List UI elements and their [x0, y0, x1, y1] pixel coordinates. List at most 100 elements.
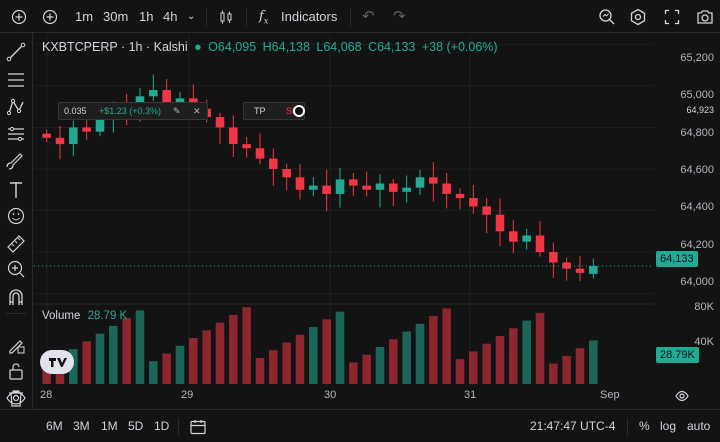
time-tick: Sep — [600, 389, 620, 401]
volume-bar — [149, 361, 158, 384]
percent-toggle[interactable]: % — [639, 419, 650, 433]
divider — [246, 8, 247, 26]
volume-bar — [109, 325, 118, 384]
horizontal-lines-icon[interactable] — [4, 69, 28, 91]
volume-bar — [229, 314, 238, 384]
top-search-icon[interactable] — [42, 0, 58, 33]
price-tick: 65,000 — [680, 89, 714, 101]
price-tick: 64,400 — [680, 201, 714, 213]
settings-gear-icon[interactable] — [629, 0, 647, 33]
range-1m[interactable]: 1M — [101, 419, 118, 433]
candle-body — [162, 90, 171, 103]
indicators-icon[interactable]: fx — [259, 9, 269, 26]
indicators-button[interactable]: Indicators — [281, 9, 338, 24]
top-toolbar: 1m 30m 1h 4h ⌄ fx Indicators ↶ ↷ — [0, 0, 720, 33]
add-symbol-icon[interactable] — [11, 0, 27, 33]
volume-bar — [509, 328, 518, 384]
quick-search-icon[interactable] — [598, 0, 616, 33]
candle-body — [375, 183, 385, 190]
price-axis[interactable]: 65,200 65,000 64,800 64,600 64,400 64,20… — [654, 34, 720, 384]
price-chart[interactable] — [34, 34, 654, 384]
clock[interactable]: 21:47:47 UTC-4 — [530, 419, 616, 433]
drag-handle[interactable] — [293, 105, 305, 117]
volume-bar — [589, 340, 598, 384]
edit-icon[interactable]: ✎ — [173, 106, 181, 116]
price-tick: 65,200 — [680, 52, 714, 64]
symbol-name[interactable]: KXBTCPERP · 1h · Kalshi — [42, 40, 188, 54]
interval-1m[interactable]: 1m — [75, 9, 94, 24]
high-value: 64,138 — [271, 40, 310, 54]
interval-4h[interactable]: 4h — [163, 9, 178, 24]
volume-label: Volume — [42, 310, 81, 322]
symbol-legend: KXBTCPERP · 1h · Kalshi ● O64,095 H64,13… — [42, 40, 504, 54]
candle-body — [495, 214, 505, 232]
volume-bar — [429, 316, 438, 384]
volume-bar — [295, 334, 305, 384]
volume-tick: 40K — [694, 336, 714, 348]
auto-toggle[interactable]: auto — [687, 419, 711, 433]
divider — [206, 8, 207, 26]
candle-body — [69, 127, 78, 145]
trash-icon[interactable] — [4, 388, 28, 408]
undo-icon[interactable]: ↶ — [362, 8, 375, 25]
trend-line-icon[interactable] — [4, 41, 28, 63]
tp-sl-box[interactable]: TP SL — [243, 102, 305, 120]
ruler-icon[interactable] — [4, 232, 28, 254]
interval-1h[interactable]: 1h — [139, 9, 154, 24]
time-axis[interactable]: 28 29 30 31 Sep — [34, 384, 720, 408]
candle-body — [95, 117, 105, 132]
candle-body — [282, 169, 291, 178]
position-qty: 0.035 — [64, 106, 87, 116]
position-pnl: +$1.23 (+0.3%) — [99, 106, 162, 116]
lock-icon[interactable] — [4, 360, 28, 382]
time-tick: 31 — [464, 389, 477, 401]
volume-bar — [269, 350, 278, 384]
bottom-toolbar: 6M 3M 1M 5D 1D 21:47:47 UTC-4 % log auto — [0, 409, 720, 442]
settings-icon[interactable] — [674, 388, 690, 404]
price-tick: 64,600 — [680, 164, 714, 176]
range-5d[interactable]: 5D — [128, 419, 144, 433]
pattern-icon[interactable] — [4, 96, 28, 118]
volume-bar — [455, 359, 465, 384]
chevron-down-icon[interactable]: ⌄ — [187, 11, 196, 22]
candle-body — [455, 193, 465, 199]
stay-in-drawing-mode-icon[interactable] — [4, 334, 28, 356]
brush-icon[interactable] — [4, 151, 28, 173]
volume-bar — [469, 351, 478, 384]
close-icon[interactable]: ✕ — [193, 106, 201, 116]
camera-icon[interactable] — [696, 0, 714, 33]
interval-30m[interactable]: 30m — [103, 9, 129, 24]
candles-icon[interactable] — [218, 0, 234, 33]
candle-body — [549, 252, 558, 263]
candle-body — [82, 127, 91, 132]
volume-bar — [362, 354, 371, 384]
range-6m[interactable]: 6M — [46, 419, 63, 433]
measure-tools-icon[interactable] — [4, 123, 28, 145]
candle-body — [469, 198, 478, 207]
position-box[interactable]: 0.035 +$1.23 (+0.3%) ✎ ✕ — [58, 102, 208, 120]
tp-button[interactable]: TP — [254, 106, 266, 116]
volume-bar — [415, 323, 425, 384]
range-1d[interactable]: 1D — [154, 419, 170, 433]
sl-button[interactable]: SL — [286, 106, 298, 116]
zoom-in-icon[interactable] — [4, 258, 28, 280]
magnet-icon[interactable] — [4, 286, 28, 308]
calendar-icon[interactable] — [189, 418, 207, 436]
candle-body — [242, 144, 251, 149]
close-label: C — [368, 40, 378, 54]
volume-bar — [495, 335, 505, 384]
volume-badge: 28.79K — [656, 347, 699, 363]
volume-bar — [189, 338, 198, 384]
redo-icon[interactable]: ↷ — [393, 8, 406, 25]
candle-body — [429, 177, 438, 184]
range-3m[interactable]: 3M — [73, 419, 90, 433]
open-value: 64,095 — [217, 40, 257, 54]
emoji-icon[interactable] — [4, 205, 28, 227]
fullscreen-icon[interactable] — [664, 0, 680, 33]
volume-bar — [135, 310, 145, 384]
candle-body — [442, 183, 451, 194]
log-toggle[interactable]: log — [660, 419, 677, 433]
candle-body — [402, 187, 411, 192]
tradingview-logo[interactable] — [40, 350, 74, 374]
text-tool-icon[interactable] — [4, 179, 28, 201]
